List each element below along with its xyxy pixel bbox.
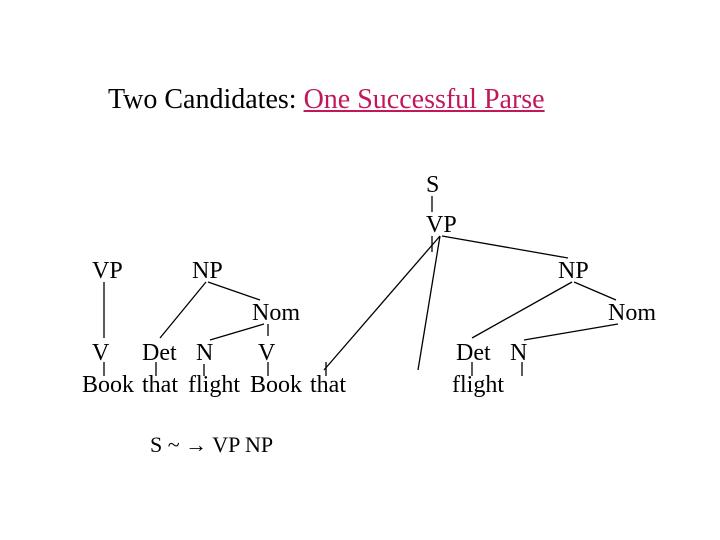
tree-node-Book_R: Book <box>250 372 302 399</box>
slide-title: Two Candidates: One Successful Parse <box>108 84 545 116</box>
title-suffix: One Successful Parse <box>304 84 545 115</box>
title-prefix: Two Candidates: <box>108 84 304 115</box>
edge-15 <box>524 324 618 340</box>
tree-node-Nom_L: Nom <box>252 300 300 327</box>
tree-node-Det_L: Det <box>142 340 177 367</box>
tree-node-flight_L: flight <box>188 372 240 399</box>
tree-node-N_R: N <box>510 340 527 367</box>
edge-13 <box>472 282 572 338</box>
edge-10 <box>324 236 440 370</box>
tree-node-S: S <box>426 172 439 199</box>
tree-node-Book_L: Book <box>82 372 134 399</box>
edge-11 <box>418 236 440 370</box>
tree-node-that_R: that <box>310 372 346 399</box>
edge-3 <box>160 282 206 338</box>
tree-node-VP_L: VP <box>92 258 123 285</box>
tree-node-Nom_R: Nom <box>608 300 656 327</box>
tree-node-V_L: V <box>92 340 109 367</box>
edge-12 <box>442 236 568 258</box>
tree-node-NP_R: NP <box>558 258 589 285</box>
tree-node-VP_top: VP <box>426 212 457 239</box>
tree-node-Det_R: Det <box>456 340 491 367</box>
tree-node-NP_L: NP <box>192 258 223 285</box>
tree-node-N_L: N <box>196 340 213 367</box>
grammar-rule: S ~ → VP NP <box>150 432 273 458</box>
tree-node-flight_R: flight <box>452 372 504 399</box>
tree-node-V_Lmid: V <box>258 340 275 367</box>
tree-node-that_L: that <box>142 372 178 399</box>
